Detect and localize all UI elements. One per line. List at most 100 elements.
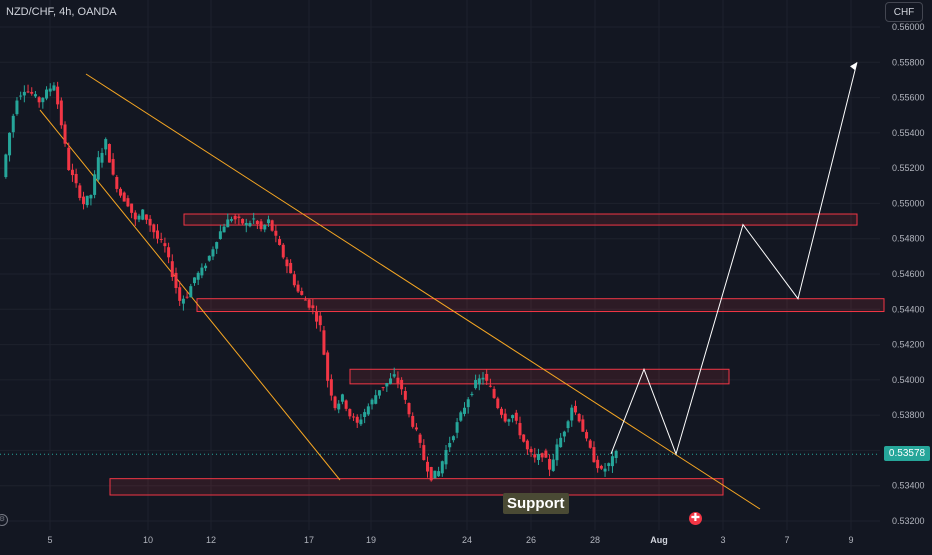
candle-body [52, 85, 56, 91]
candle-body [296, 284, 300, 292]
candle-body [396, 377, 400, 384]
candle-body [414, 427, 418, 430]
price-zone [183, 213, 858, 226]
date-tick-label: 5 [47, 535, 52, 545]
candle-body [196, 272, 200, 280]
candle-body [433, 470, 437, 479]
candle-body [596, 459, 600, 469]
candle-body [263, 225, 267, 230]
candle-body [522, 434, 526, 442]
candle-body [588, 440, 592, 448]
price-zone [109, 478, 724, 496]
candle-body [285, 259, 289, 267]
candle-body [115, 177, 119, 189]
candle-body [74, 173, 78, 184]
candle-body [174, 272, 178, 288]
candle-body [159, 239, 163, 241]
candle-body [119, 188, 123, 196]
candle-body [266, 219, 270, 224]
candle-body [252, 218, 256, 220]
price-tick-label: 0.54800 [892, 234, 925, 244]
candle-body [463, 407, 466, 414]
candle-body [403, 391, 407, 400]
candle-body [222, 226, 226, 233]
candle-body [248, 222, 252, 227]
candle-body [192, 277, 196, 284]
candle-body [33, 94, 37, 97]
candle-body [511, 415, 515, 419]
candle-body [581, 419, 585, 432]
price-tick-label: 0.55800 [892, 57, 925, 67]
candle-body [485, 373, 489, 381]
date-tick-label: 9 [848, 535, 853, 545]
candle-body [289, 262, 293, 274]
candle-body [337, 403, 341, 410]
candle-body [407, 403, 411, 415]
candle-body [156, 230, 159, 239]
candle-body [111, 159, 115, 175]
candle-body [152, 224, 156, 233]
candle-body [352, 416, 356, 418]
candle-body [255, 220, 259, 224]
candle-body [585, 432, 589, 439]
date-tick-label: 3 [720, 535, 725, 545]
currency-button[interactable]: CHF [885, 2, 923, 22]
candle-body [4, 154, 8, 178]
candle-body [233, 215, 237, 220]
candle-body [548, 458, 552, 470]
candle-body [614, 450, 618, 459]
candle-body [8, 132, 12, 156]
candle-body [133, 212, 137, 220]
candle-body [137, 215, 141, 220]
candle-body [455, 422, 459, 433]
candle-body [400, 379, 404, 390]
candle-body [599, 465, 603, 469]
candle-body [573, 405, 577, 413]
candle-body [96, 157, 100, 180]
candle-body [577, 413, 581, 422]
support-annotation: Support [503, 493, 569, 514]
candle-body [555, 444, 559, 461]
price-tick-label: 0.53800 [892, 410, 925, 420]
candle-body [100, 152, 104, 163]
candle-body [45, 89, 49, 99]
candle-body [11, 115, 15, 133]
candle-body [30, 91, 34, 94]
candle-body [444, 449, 448, 465]
candle-body [126, 198, 130, 207]
price-tick-label: 0.54000 [892, 375, 925, 385]
current-price-tag: 0.53578 [884, 446, 930, 461]
candle-body [370, 399, 374, 405]
candle-body [322, 330, 326, 355]
candle-body [533, 454, 537, 458]
candle-body [78, 185, 82, 198]
scale-settings-icon[interactable]: ⚙ [0, 514, 8, 526]
price-zone [349, 368, 730, 385]
candle-body [363, 412, 367, 417]
candle-body [570, 407, 574, 421]
candle-body [340, 394, 344, 402]
candle-body [19, 95, 23, 97]
price-tick-label: 0.55200 [892, 163, 925, 173]
candle-body [418, 434, 422, 443]
price-tick-label: 0.56000 [892, 22, 925, 32]
candle-body [518, 423, 522, 436]
date-tick-label: 7 [784, 535, 789, 545]
candle-body [525, 440, 529, 450]
candle-body [26, 91, 30, 93]
candle-body [514, 412, 518, 421]
candle-body [559, 437, 563, 448]
candle-body [229, 219, 233, 221]
candle-body [37, 97, 41, 103]
candle-body [359, 419, 363, 425]
candle-body [104, 139, 108, 150]
candle-body [241, 218, 245, 224]
candle-body [459, 412, 463, 421]
candle-body [318, 315, 322, 326]
event-marker-icon[interactable]: ✚ [689, 512, 702, 525]
candle-body [440, 461, 444, 474]
candle-body [93, 174, 97, 195]
candle-body [551, 459, 555, 471]
